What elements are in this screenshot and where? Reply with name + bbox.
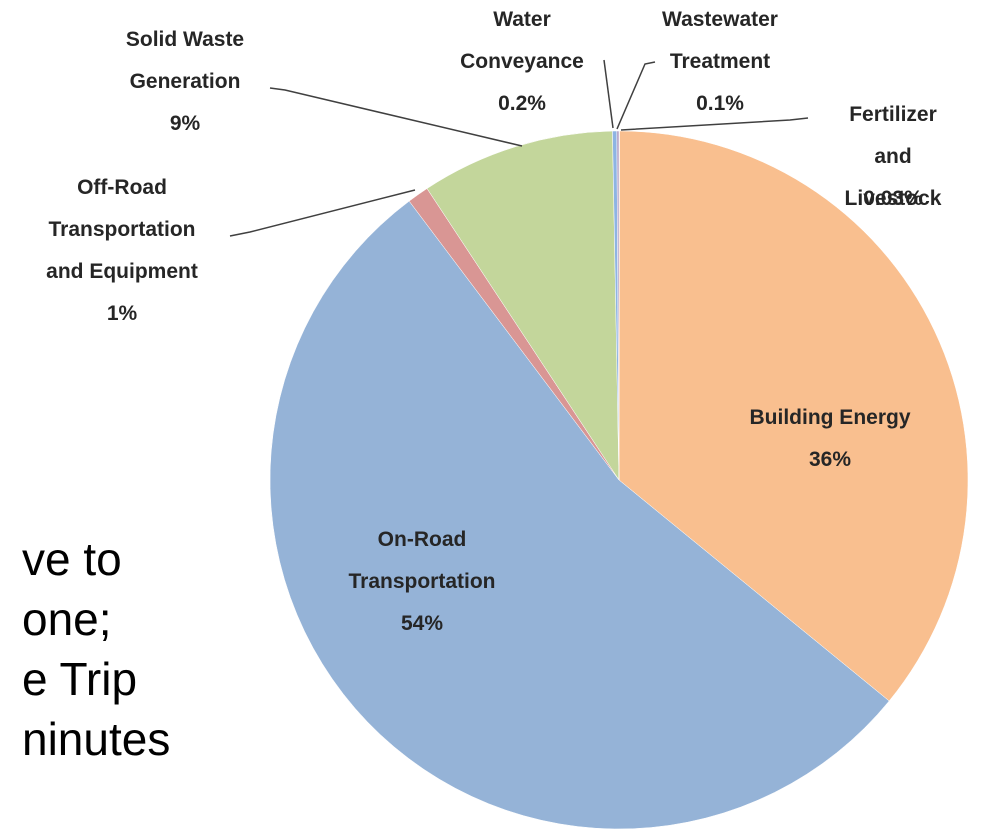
slice-value-label: 36%	[808, 448, 852, 471]
slide-text: ninutes	[22, 713, 171, 765]
slice-label: Water Conveyance	[460, 8, 584, 73]
leader-line	[603, 59, 614, 129]
slide-text: ve to	[22, 533, 122, 585]
pie-slice	[426, 130, 620, 481]
leader-line	[229, 189, 416, 237]
pie-slice	[269, 200, 890, 830]
slice-label: Wastewater Treatment	[662, 8, 778, 73]
slice-value-label: 54%	[400, 612, 444, 635]
slice-label: On-Road Transportation	[348, 528, 496, 593]
slice-value-label: 0.03%	[863, 187, 923, 210]
slide-text: one;	[22, 593, 112, 645]
slice-label: Off-Road Transportation and Equipment	[46, 176, 198, 283]
leader-line	[620, 117, 809, 131]
slice-value-label: 0.1%	[696, 92, 744, 115]
pie-slice	[618, 130, 969, 702]
slice-value-label: 0.2%	[498, 92, 546, 115]
slice-label: Fertilizer and Livestock	[844, 103, 942, 210]
slice-value-label: 9%	[169, 112, 201, 135]
slide-text: e Trip	[22, 653, 138, 705]
leader-lines	[229, 59, 809, 237]
slice-value-label: 1%	[106, 302, 138, 325]
pie-slice	[616, 130, 620, 481]
leader-line	[616, 61, 656, 130]
slice-label: Solid Waste Generation	[125, 28, 245, 93]
slice-label: Building Energy	[749, 406, 911, 429]
leader-line	[269, 87, 523, 147]
